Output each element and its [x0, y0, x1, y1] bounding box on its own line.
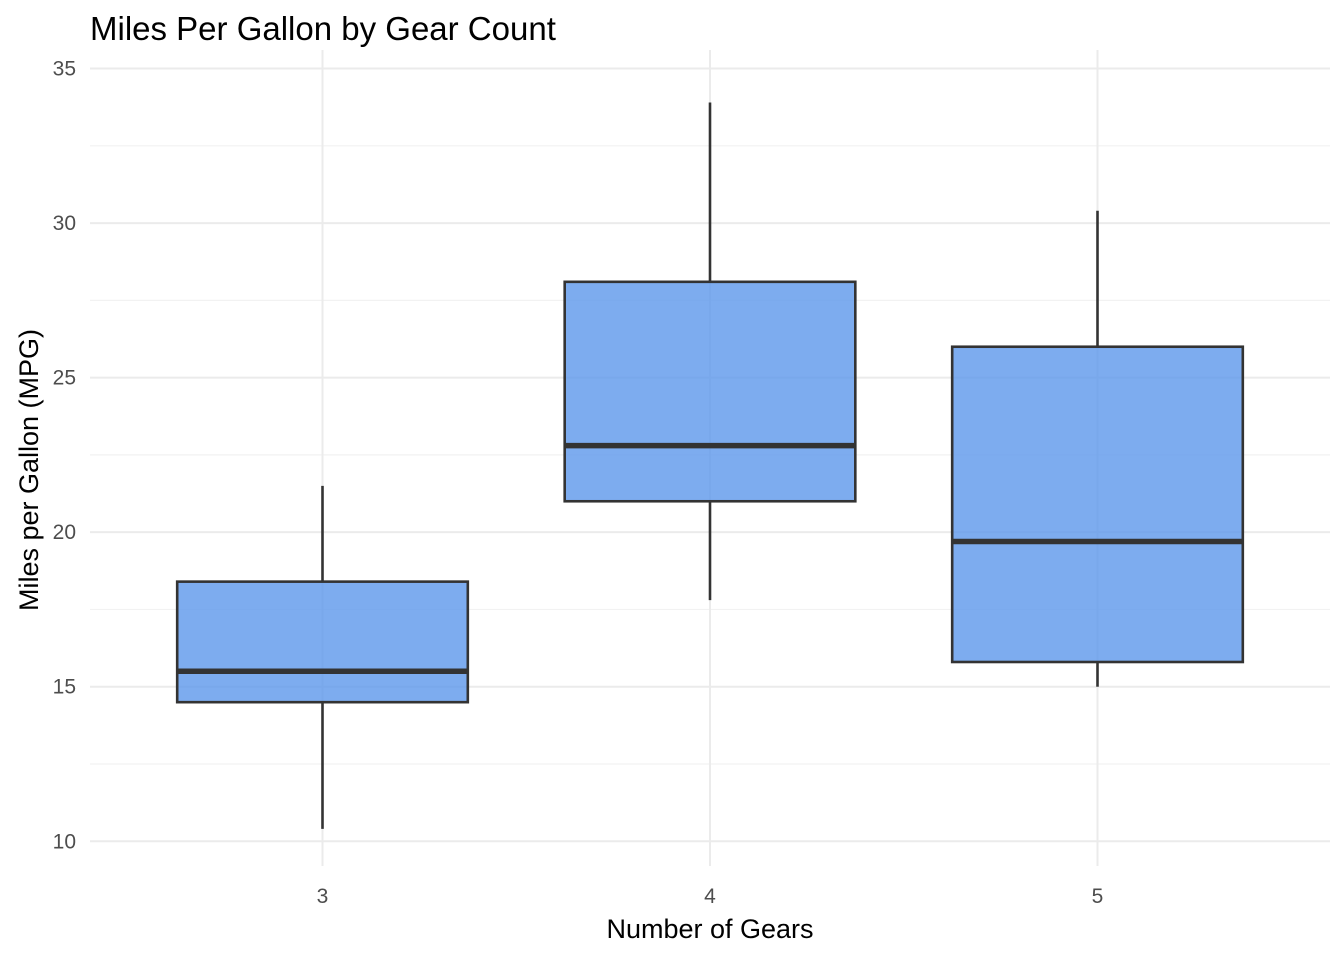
box-body	[175, 580, 470, 704]
y-tick-label: 35	[53, 58, 76, 81]
x-tick-label: 5	[1092, 885, 1104, 908]
y-tick-label: 30	[53, 212, 76, 235]
box-body	[563, 280, 857, 503]
y-axis-ticks: 10 15 20 25 30 35	[53, 58, 76, 854]
y-tick-label: 10	[53, 830, 76, 853]
boxes	[175, 102, 1245, 829]
box-gear-5	[950, 210, 1245, 687]
box-gear-4	[563, 102, 857, 601]
y-tick-label: 20	[53, 521, 76, 544]
box-body	[950, 345, 1245, 664]
x-axis-title: Number of Gears	[606, 914, 813, 944]
y-tick-label: 15	[53, 676, 76, 699]
x-tick-label: 4	[704, 885, 716, 908]
box-gear-3	[175, 485, 470, 829]
x-tick-label: 3	[317, 885, 329, 908]
y-tick-label: 25	[53, 367, 76, 390]
x-axis-ticks: 3 4 5	[317, 885, 1104, 908]
chart-title: Miles Per Gallon by Gear Count	[90, 10, 556, 47]
y-axis-title: Miles per Gallon (MPG)	[14, 329, 44, 611]
